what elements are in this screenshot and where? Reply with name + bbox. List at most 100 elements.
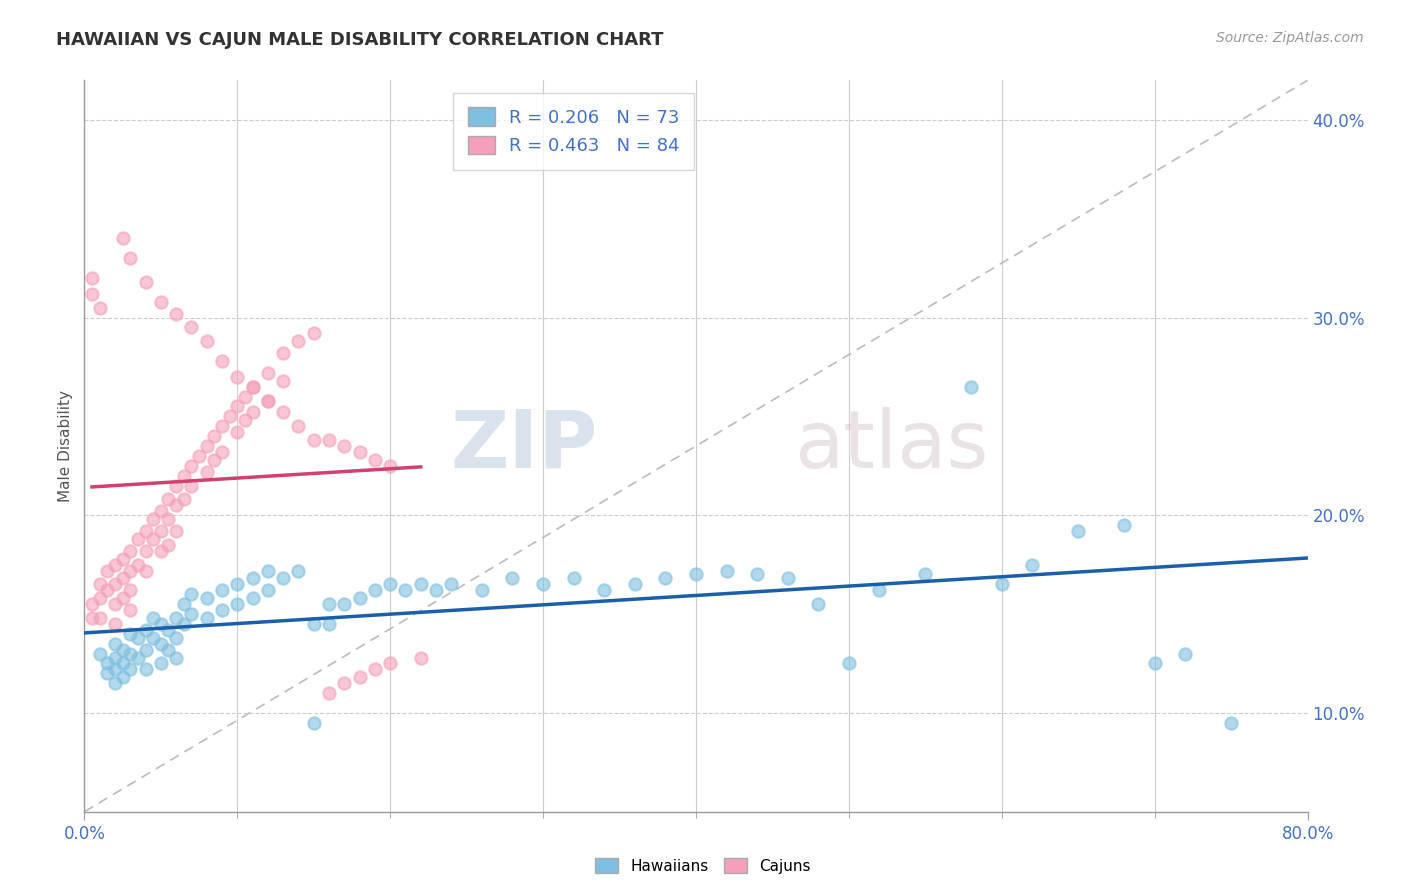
Point xyxy=(120,564,142,578)
Point xyxy=(104,637,127,651)
Point xyxy=(440,577,463,591)
Point xyxy=(776,571,799,585)
Point xyxy=(111,657,134,671)
Point xyxy=(593,583,616,598)
Point xyxy=(195,591,218,606)
Point xyxy=(195,439,218,453)
Point xyxy=(165,524,187,538)
Point xyxy=(157,492,180,507)
Point xyxy=(211,445,233,459)
Point xyxy=(89,611,111,625)
Point xyxy=(104,616,127,631)
Point xyxy=(104,662,127,676)
Y-axis label: Male Disability: Male Disability xyxy=(58,390,73,502)
Point xyxy=(211,583,233,598)
Point xyxy=(142,631,165,645)
Legend: Hawaiians, Cajuns: Hawaiians, Cajuns xyxy=(589,852,817,880)
Point xyxy=(838,657,860,671)
Point xyxy=(120,627,142,641)
Point xyxy=(120,662,142,676)
Point xyxy=(226,425,249,439)
Point xyxy=(1143,657,1166,671)
Point xyxy=(1021,558,1043,572)
Point xyxy=(318,433,340,447)
Point xyxy=(364,662,387,676)
Point xyxy=(135,275,157,289)
Point xyxy=(257,393,280,408)
Point xyxy=(202,453,225,467)
Point xyxy=(257,564,280,578)
Text: atlas: atlas xyxy=(794,407,988,485)
Point xyxy=(120,583,142,598)
Point xyxy=(104,558,127,572)
Point xyxy=(257,366,280,380)
Point xyxy=(149,543,172,558)
Point xyxy=(349,591,371,606)
Point xyxy=(226,577,249,591)
Point xyxy=(318,616,340,631)
Point xyxy=(104,650,127,665)
Point xyxy=(380,458,402,473)
Point xyxy=(135,623,157,637)
Point xyxy=(218,409,240,424)
Point xyxy=(502,571,524,585)
Point xyxy=(142,611,165,625)
Point xyxy=(180,587,202,601)
Point xyxy=(127,631,149,645)
Point xyxy=(409,650,432,665)
Point xyxy=(302,326,325,341)
Point xyxy=(195,611,218,625)
Point xyxy=(233,390,256,404)
Point xyxy=(226,597,249,611)
Point xyxy=(157,538,180,552)
Point xyxy=(142,512,165,526)
Point xyxy=(226,400,249,414)
Point xyxy=(349,445,371,459)
Point xyxy=(287,334,309,349)
Point xyxy=(149,657,172,671)
Point xyxy=(531,577,554,591)
Point xyxy=(211,419,233,434)
Point xyxy=(747,567,769,582)
Point xyxy=(80,286,103,301)
Legend: R = 0.206   N = 73, R = 0.463   N = 84: R = 0.206 N = 73, R = 0.463 N = 84 xyxy=(453,93,695,169)
Point xyxy=(135,642,157,657)
Point xyxy=(302,433,325,447)
Point xyxy=(685,567,707,582)
Point xyxy=(257,583,280,598)
Point xyxy=(1114,518,1136,533)
Point xyxy=(165,307,187,321)
Point xyxy=(157,642,180,657)
Point xyxy=(120,603,142,617)
Point xyxy=(333,597,356,611)
Point xyxy=(271,405,294,419)
Point xyxy=(173,468,195,483)
Point xyxy=(157,512,180,526)
Point xyxy=(111,551,134,566)
Point xyxy=(165,611,187,625)
Point xyxy=(242,380,264,394)
Point xyxy=(173,597,195,611)
Point xyxy=(104,577,127,591)
Point xyxy=(202,429,225,443)
Point xyxy=(165,650,187,665)
Point xyxy=(869,583,891,598)
Point xyxy=(287,419,309,434)
Point xyxy=(287,564,309,578)
Text: Source: ZipAtlas.com: Source: ZipAtlas.com xyxy=(1216,31,1364,45)
Point xyxy=(165,631,187,645)
Point xyxy=(394,583,416,598)
Point xyxy=(716,564,738,578)
Text: HAWAIIAN VS CAJUN MALE DISABILITY CORRELATION CHART: HAWAIIAN VS CAJUN MALE DISABILITY CORREL… xyxy=(56,31,664,49)
Point xyxy=(425,583,447,598)
Point xyxy=(654,571,676,585)
Point xyxy=(96,666,118,681)
Point xyxy=(104,676,127,690)
Point xyxy=(120,251,142,265)
Point xyxy=(380,657,402,671)
Point xyxy=(257,393,280,408)
Point xyxy=(318,686,340,700)
Point xyxy=(149,616,172,631)
Point xyxy=(1174,647,1197,661)
Point xyxy=(120,543,142,558)
